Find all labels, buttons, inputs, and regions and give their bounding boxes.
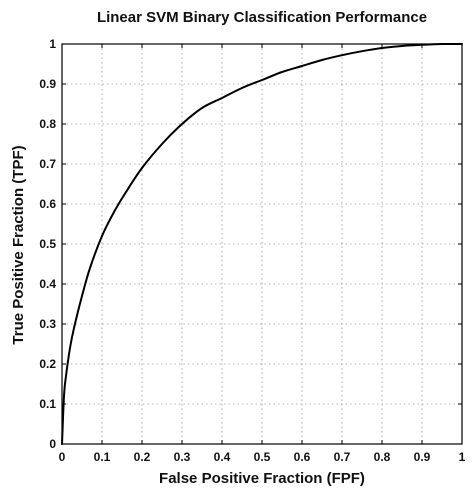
- x-tick-label: 0: [59, 450, 66, 464]
- x-tick-label: 0.8: [374, 450, 391, 464]
- y-tick-label: 0.8: [39, 117, 56, 131]
- x-tick-label: 0.5: [254, 450, 271, 464]
- y-tick-label: 0.4: [39, 277, 56, 291]
- x-tick-label: 0.6: [294, 450, 311, 464]
- y-tick-label: 0.6: [39, 197, 56, 211]
- x-tick-labels: 0 0.1 0.2 0.3 0.4 0.5 0.6 0.7 0.8 0.9 1: [59, 450, 466, 464]
- tick-marks: [61, 43, 463, 445]
- y-tick-label: 0.1: [39, 397, 56, 411]
- chart-title: Linear SVM Binary Classification Perform…: [97, 9, 427, 26]
- x-tick-label: 0.1: [94, 450, 111, 464]
- y-tick-label: 0.5: [39, 237, 56, 251]
- y-axis-label: True Positive Fraction (TPF): [10, 145, 27, 344]
- x-tick-label: 0.3: [174, 450, 191, 464]
- roc-curve-line: [61, 42, 463, 445]
- y-tick-labels: 0 0.1 0.2 0.3 0.4 0.5 0.6 0.7 0.8 0.9 1: [39, 37, 56, 451]
- x-tick-label: 0.4: [214, 450, 231, 464]
- y-tick-label: 0.7: [39, 157, 56, 171]
- y-tick-label: 0: [49, 437, 56, 451]
- x-tick-label: 0.2: [134, 450, 151, 464]
- y-tick-label: 0.9: [39, 77, 56, 91]
- x-axis-label: False Positive Fraction (FPF): [159, 470, 365, 487]
- y-tick-label: 0.3: [39, 317, 56, 331]
- y-tick-label: 0.2: [39, 357, 56, 371]
- plot-area-frame: [61, 43, 463, 445]
- y-tick-label: 1: [49, 37, 56, 51]
- x-tick-label: 1: [459, 450, 466, 464]
- x-tick-label: 0.9: [414, 450, 431, 464]
- x-tick-label: 0.7: [334, 450, 351, 464]
- grid-lines: [62, 44, 462, 444]
